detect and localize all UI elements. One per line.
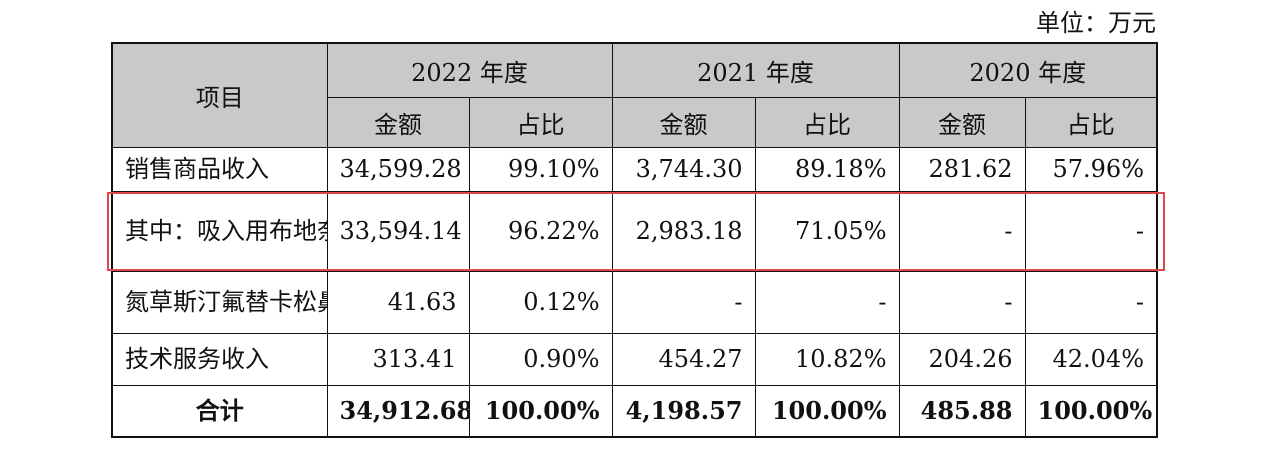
cell-value: 485.88 (898, 384, 1026, 438)
cell-value: 313.41 (326, 332, 470, 386)
header-year-2021: 2021 年度 (611, 42, 900, 98)
header-year-2020: 2020 年度 (898, 42, 1158, 98)
cell-value: - (754, 270, 900, 334)
header-amount: 金额 (611, 96, 756, 148)
cell-value: 0.12% (468, 270, 613, 334)
cell-value: 100.00% (1024, 384, 1158, 438)
cell-value: - (1024, 190, 1158, 272)
cell-value: 34,599.28 (326, 146, 470, 192)
header-amount: 金额 (326, 96, 470, 148)
cell-value: 71.05% (754, 190, 900, 272)
table-row: 销售商品收入 34,599.28 99.10% 3,744.30 89.18% … (111, 146, 1158, 192)
revenue-table: 项目 2022 年度 2021 年度 2020 年度 金额 占比 金额 占比 金… (111, 42, 1158, 438)
cell-value: 3,744.30 (611, 146, 756, 192)
cell-value: 33,594.14 (326, 190, 470, 272)
cell-value: 281.62 (898, 146, 1026, 192)
cell-value: 89.18% (754, 146, 900, 192)
header-amount: 金额 (898, 96, 1026, 148)
cell-value: 0.90% (468, 332, 613, 386)
cell-value: - (611, 270, 756, 334)
row-label: 合计 (111, 384, 328, 438)
row-label: 销售商品收入 (111, 146, 328, 192)
cell-value: 204.26 (898, 332, 1026, 386)
cell-value: - (1024, 270, 1158, 334)
cell-value: 100.00% (754, 384, 900, 438)
cell-value: - (898, 190, 1026, 272)
header-ratio: 占比 (1024, 96, 1158, 148)
table-row: 其中：吸入用布地奈德混悬液 33,594.14 96.22% 2,983.18 … (111, 190, 1158, 272)
cell-value: 41.63 (326, 270, 470, 334)
cell-value: 100.00% (468, 384, 613, 438)
cell-value: 42.04% (1024, 332, 1158, 386)
cell-value: 34,912.68 (326, 384, 470, 438)
header-year-2022: 2022 年度 (326, 42, 613, 98)
cell-value: 10.82% (754, 332, 900, 386)
header-row-years: 项目 2022 年度 2021 年度 2020 年度 (111, 42, 1158, 148)
table-row: 氮草斯汀氟替卡松鼻喷雾剂 41.63 0.12% - - - - (111, 270, 1158, 334)
row-label: 其中：吸入用布地奈德混悬液 (111, 190, 328, 272)
header-ratio: 占比 (468, 96, 613, 148)
row-label: 技术服务收入 (111, 332, 328, 386)
cell-value: 57.96% (1024, 146, 1158, 192)
unit-label: 单位：万元 (1036, 9, 1156, 37)
row-label: 氮草斯汀氟替卡松鼻喷雾剂 (111, 270, 328, 334)
cell-value: 96.22% (468, 190, 613, 272)
cell-value: 99.10% (468, 146, 613, 192)
cell-value: - (898, 270, 1026, 334)
cell-value: 454.27 (611, 332, 756, 386)
header-item: 项目 (111, 42, 328, 148)
header-ratio: 占比 (754, 96, 900, 148)
cell-value: 2,983.18 (611, 190, 756, 272)
table-row: 技术服务收入 313.41 0.90% 454.27 10.82% 204.26… (111, 332, 1158, 386)
cell-value: 4,198.57 (611, 384, 756, 438)
header-row-columns: 金额 占比 金额 占比 金额 占比 (112, 96, 1158, 148)
table-row-total: 合计 34,912.68 100.00% 4,198.57 100.00% 48… (111, 384, 1158, 438)
